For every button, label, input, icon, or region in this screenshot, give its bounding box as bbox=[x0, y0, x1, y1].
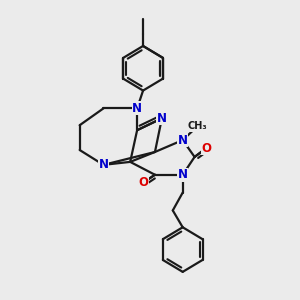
Text: N: N bbox=[132, 102, 142, 115]
Text: N: N bbox=[178, 134, 188, 147]
Text: CH₃: CH₃ bbox=[188, 121, 207, 131]
Text: N: N bbox=[98, 158, 108, 171]
Text: O: O bbox=[202, 142, 212, 154]
Text: N: N bbox=[157, 112, 167, 125]
Text: N: N bbox=[178, 168, 188, 181]
Text: O: O bbox=[138, 176, 148, 189]
